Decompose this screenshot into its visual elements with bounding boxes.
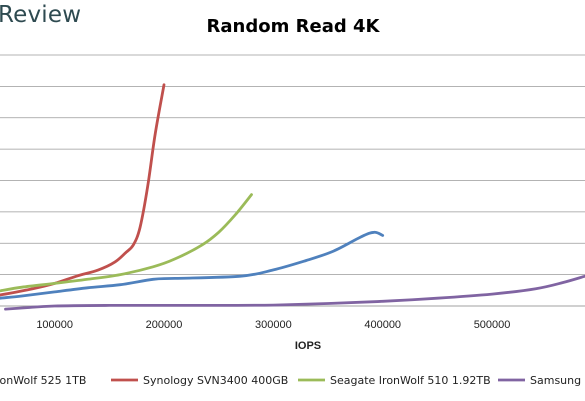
legend-label-2: Synology SVN3400 400GB — [143, 374, 288, 387]
x-tick-label-2: 200000 — [146, 319, 183, 331]
x-tick-labels: 100000 200000 300000 400000 500000 — [36, 319, 510, 331]
gridlines — [0, 54, 585, 276]
legend-label-1: IronWolf 525 1TB — [0, 374, 86, 387]
legend-label-3: Seagate IronWolf 510 1.92TB — [330, 374, 491, 387]
legend: IronWolf 525 1TB Synology SVN3400 400GB Se… — [0, 374, 585, 387]
brand-logo-text: Review — [0, 2, 82, 28]
x-tick-label-1: 100000 — [36, 319, 73, 331]
series-line-1 — [0, 230, 385, 300]
x-tick-label-4: 400000 — [364, 319, 401, 331]
plot-area — [0, 83, 585, 311]
series-line-2 — [0, 83, 166, 297]
series-line-3 — [0, 193, 253, 293]
x-tick-label-5: 500000 — [474, 319, 511, 331]
x-axis-label: IOPS — [295, 340, 321, 352]
legend-label-4: Samsung D — [530, 374, 585, 387]
series-line-4 — [4, 274, 585, 311]
chart-title: Random Read 4K — [207, 16, 381, 37]
x-tick-label-3: 300000 — [255, 319, 292, 331]
